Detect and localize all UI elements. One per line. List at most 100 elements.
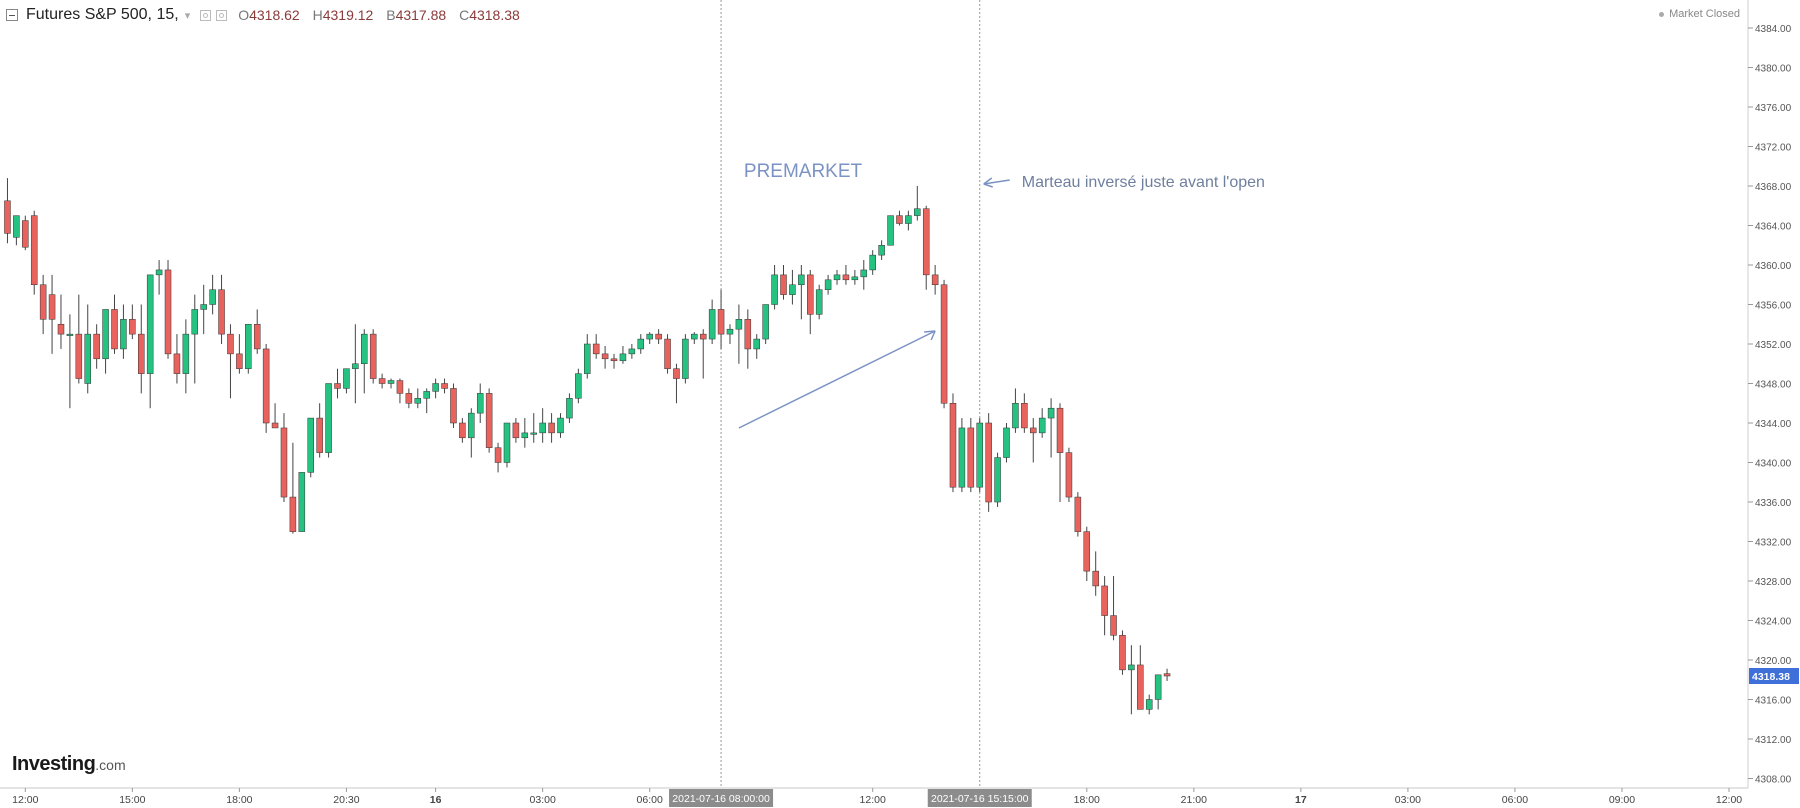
candle (557, 413, 564, 438)
price-tick-label: 4360.00 (1755, 261, 1792, 272)
candle-body-up (307, 417, 314, 473)
candle-body-down (717, 309, 725, 335)
candle-body-up (566, 398, 573, 419)
candle-body-up (869, 254, 876, 271)
market-status-text: Market Closed (1669, 8, 1740, 20)
candle (664, 334, 671, 374)
candle-body-down (459, 422, 466, 439)
candle (271, 403, 279, 429)
candle (459, 418, 466, 443)
settings-icon[interactable] (200, 9, 212, 21)
price-tick-label: 4356.00 (1755, 301, 1792, 312)
price-tick-label: 4352.00 (1755, 340, 1792, 351)
candle (262, 344, 270, 433)
candles (4, 178, 1171, 715)
trend-arrow (738, 330, 936, 429)
time-tick-label: 18:00 (226, 794, 252, 806)
compare-icon[interactable] (216, 9, 228, 21)
candle (289, 442, 297, 534)
candle (1154, 674, 1162, 710)
candle (476, 383, 484, 423)
candle-body-up (343, 368, 350, 389)
candle-body-down (271, 422, 279, 429)
candle-body-down (780, 274, 787, 295)
candle (1047, 398, 1055, 458)
candle (619, 345, 627, 364)
candle (316, 403, 323, 458)
market-status: Market Closed (1659, 8, 1740, 20)
candle-body-up (521, 432, 529, 439)
candle-body-up (851, 276, 859, 281)
candle-body-down (1101, 585, 1108, 616)
candle-body-down (1056, 407, 1064, 453)
candle (30, 210, 38, 295)
candle (780, 265, 787, 300)
candle (744, 309, 752, 369)
candle (432, 378, 439, 399)
candle (691, 332, 698, 344)
candle-body-down (931, 274, 939, 285)
candle (905, 210, 912, 231)
candle-body-up (468, 412, 475, 439)
collapse-icon[interactable] (6, 9, 18, 21)
candle (334, 368, 341, 399)
candle-body-down (236, 353, 243, 369)
candle (22, 215, 29, 251)
candle-body-down (378, 378, 386, 384)
candle (610, 353, 618, 369)
candle-body-down (610, 358, 618, 362)
candle (628, 344, 636, 359)
candle (807, 269, 814, 335)
candle-body-up (146, 274, 154, 374)
candle-body-down (1065, 452, 1073, 498)
candle-body-down (39, 284, 47, 320)
candle-body-up (914, 208, 921, 216)
price-tick-label: 4308.00 (1755, 775, 1792, 786)
brand-suffix: .com (95, 757, 126, 773)
price-tick-label: 4376.00 (1755, 103, 1792, 114)
candle-body-up (958, 427, 966, 488)
candle-body-up (887, 215, 894, 246)
candle-body-up (245, 324, 252, 369)
time-tick-label: 03:00 (1395, 794, 1421, 806)
candle-body-up (361, 333, 368, 364)
candle (601, 345, 609, 369)
candle (682, 334, 689, 384)
candle-body-up (735, 319, 743, 330)
candle (4, 178, 11, 244)
candle-body-up (762, 304, 769, 340)
time-tick-label: 12:00 (1716, 794, 1742, 806)
candle-body-up (102, 309, 109, 360)
candle (1065, 447, 1073, 502)
time-tick-label: 06:00 (1502, 794, 1528, 806)
candle-body-down (316, 417, 323, 453)
time-axis: 12:00 15:00 18:00 20:30 16 03:00 06:00 12:00 18:… (0, 787, 1800, 808)
time-tick-label: 20:30 (333, 794, 359, 806)
candle (129, 304, 136, 340)
price-tick-label: 4316.00 (1755, 696, 1792, 707)
candle-body-up (84, 333, 91, 384)
candle-body-up (575, 373, 582, 399)
high-value: 4319.12 (322, 7, 374, 23)
symbol-title[interactable]: Futures S&P 500, 15, (26, 6, 179, 23)
note-arrow (983, 179, 1010, 185)
chevron-down-icon[interactable]: ▾ (184, 9, 191, 22)
candle-body-up (708, 309, 716, 340)
time-tick-label: 15:00 (119, 794, 145, 806)
candle-body-up (905, 215, 912, 224)
candle (182, 319, 190, 394)
time-axis-bg (0, 788, 1800, 808)
candle (1003, 423, 1010, 463)
candle-body-down (369, 333, 377, 379)
candle (584, 334, 591, 379)
candle-body-down (896, 215, 903, 224)
candle (637, 334, 645, 354)
brand-logo[interactable]: Investing.com (12, 753, 126, 776)
candle-body-up (325, 383, 332, 453)
chart-header: Futures S&P 500, 15, ▾ O4318.62 H4319.12… (0, 0, 529, 30)
candle-body-up (619, 353, 627, 362)
candle (878, 240, 885, 261)
candle (655, 329, 662, 344)
low-value: 4317.88 (395, 7, 447, 23)
